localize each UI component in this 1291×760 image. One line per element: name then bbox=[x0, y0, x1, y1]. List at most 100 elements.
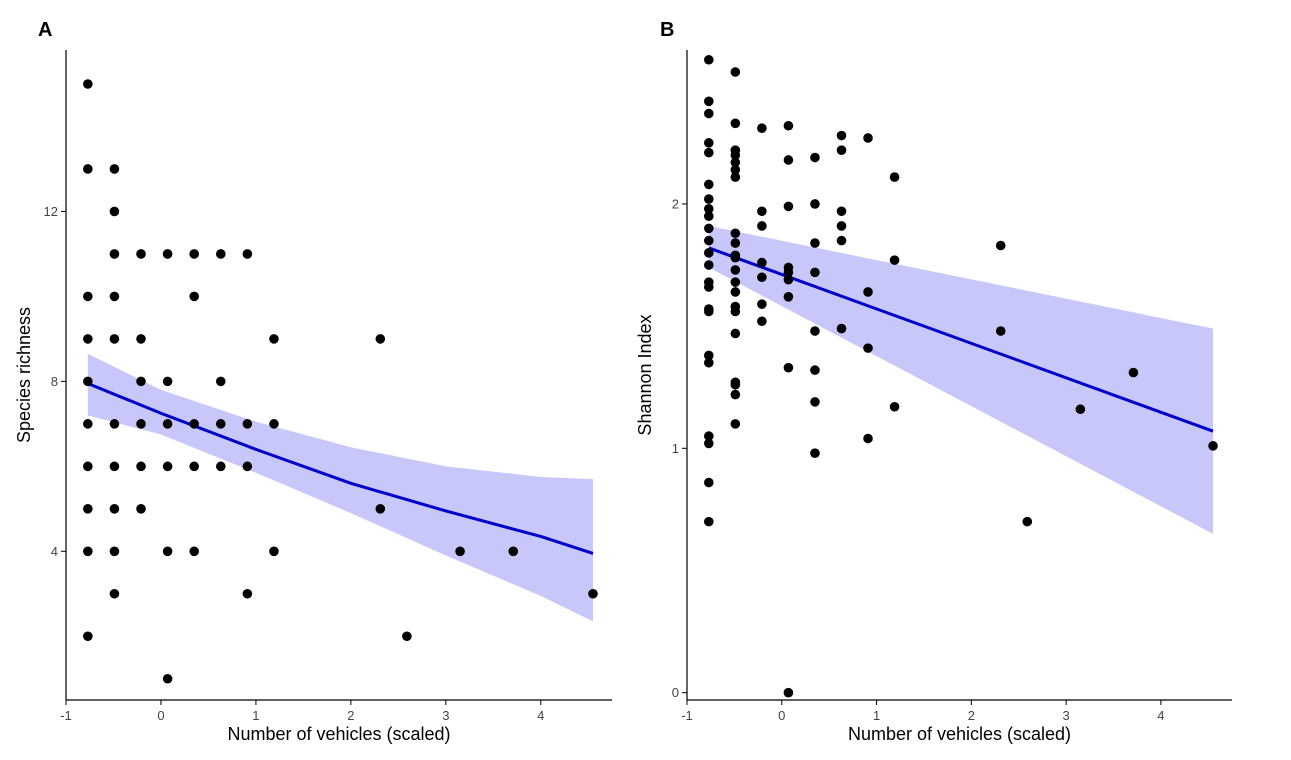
data-point bbox=[109, 461, 120, 472]
data-point bbox=[375, 334, 386, 344]
data-point bbox=[783, 274, 794, 285]
data-point bbox=[215, 376, 226, 387]
data-point bbox=[109, 588, 120, 599]
data-point bbox=[810, 326, 820, 336]
y-tick-label: 12 bbox=[44, 204, 58, 219]
data-point bbox=[783, 155, 794, 165]
data-point bbox=[730, 287, 741, 297]
x-tick-label: 4 bbox=[537, 708, 544, 723]
data-point bbox=[269, 546, 279, 557]
data-point bbox=[810, 397, 820, 407]
data-point bbox=[189, 249, 199, 259]
x-tick-label: 0 bbox=[157, 708, 164, 723]
data-point bbox=[704, 211, 714, 221]
x-tick-label: 1 bbox=[873, 708, 880, 723]
y-tick-label: 4 bbox=[51, 544, 58, 559]
data-point bbox=[730, 150, 741, 160]
x-tick-label: 3 bbox=[442, 708, 449, 723]
x-tick-label: -1 bbox=[60, 708, 72, 723]
data-point bbox=[109, 164, 120, 174]
data-point bbox=[242, 588, 253, 599]
data-point bbox=[83, 164, 93, 174]
data-point bbox=[455, 546, 465, 557]
data-point bbox=[83, 376, 93, 387]
data-point bbox=[783, 292, 794, 302]
data-point bbox=[189, 546, 199, 557]
x-tick-label: 3 bbox=[1063, 708, 1070, 723]
data-point bbox=[704, 194, 714, 204]
data-point bbox=[189, 461, 199, 472]
confidence-band bbox=[87, 353, 594, 622]
data-point bbox=[783, 687, 794, 698]
data-point bbox=[402, 631, 412, 642]
data-point bbox=[730, 265, 741, 275]
data-point bbox=[810, 267, 820, 278]
data-point bbox=[704, 306, 714, 317]
data-point bbox=[783, 267, 794, 278]
data-point bbox=[242, 249, 253, 259]
data-point bbox=[1075, 404, 1086, 415]
data-point bbox=[757, 123, 767, 133]
data-point bbox=[836, 221, 847, 231]
data-point bbox=[730, 252, 741, 263]
x-tick-label: 4 bbox=[1157, 708, 1164, 723]
data-point bbox=[730, 228, 741, 239]
data-point bbox=[783, 362, 794, 373]
data-point bbox=[783, 201, 794, 212]
data-point bbox=[704, 350, 714, 361]
data-point bbox=[995, 326, 1006, 336]
data-point bbox=[136, 461, 146, 472]
data-point bbox=[162, 461, 173, 472]
data-point bbox=[704, 248, 714, 258]
data-point bbox=[136, 376, 146, 387]
data-point bbox=[215, 419, 226, 429]
data-point bbox=[995, 240, 1006, 251]
data-point bbox=[269, 419, 279, 429]
data-point bbox=[704, 138, 714, 148]
data-point bbox=[83, 546, 93, 557]
data-point bbox=[730, 389, 741, 400]
data-point bbox=[189, 291, 199, 302]
data-point bbox=[757, 221, 767, 231]
data-point bbox=[730, 238, 741, 248]
data-point bbox=[109, 504, 120, 514]
data-point bbox=[508, 546, 519, 557]
x-tick-label: 1 bbox=[252, 708, 259, 723]
data-point bbox=[889, 255, 900, 265]
data-point bbox=[704, 516, 714, 527]
data-point bbox=[269, 334, 279, 344]
y-tick-label: 1 bbox=[672, 441, 679, 456]
data-point bbox=[730, 379, 741, 390]
data-point bbox=[109, 546, 120, 557]
data-point bbox=[704, 235, 714, 246]
data-point bbox=[83, 461, 93, 472]
data-point bbox=[704, 108, 714, 119]
data-point bbox=[588, 588, 598, 599]
confidence-band bbox=[708, 225, 1214, 534]
data-point bbox=[704, 477, 714, 488]
data-point bbox=[730, 419, 741, 429]
data-point bbox=[162, 249, 173, 259]
x-axis-title: Number of vehicles (scaled) bbox=[227, 724, 450, 744]
data-point bbox=[889, 401, 900, 412]
data-point bbox=[810, 199, 820, 209]
y-axis-title: Species richness bbox=[14, 307, 34, 443]
x-axis-title: Number of vehicles (scaled) bbox=[848, 724, 1071, 744]
data-point bbox=[704, 54, 714, 65]
data-point bbox=[730, 67, 741, 77]
data-point bbox=[136, 249, 146, 259]
data-point bbox=[83, 419, 93, 429]
data-point bbox=[730, 172, 741, 182]
data-point bbox=[83, 334, 93, 344]
data-point bbox=[1208, 441, 1218, 451]
data-point bbox=[704, 204, 714, 214]
data-point bbox=[730, 328, 741, 339]
data-point bbox=[810, 238, 820, 248]
data-point bbox=[704, 282, 714, 292]
panel-label: B bbox=[660, 19, 674, 41]
data-point bbox=[730, 306, 741, 317]
panel-label: A bbox=[38, 19, 52, 41]
data-point bbox=[863, 343, 873, 353]
